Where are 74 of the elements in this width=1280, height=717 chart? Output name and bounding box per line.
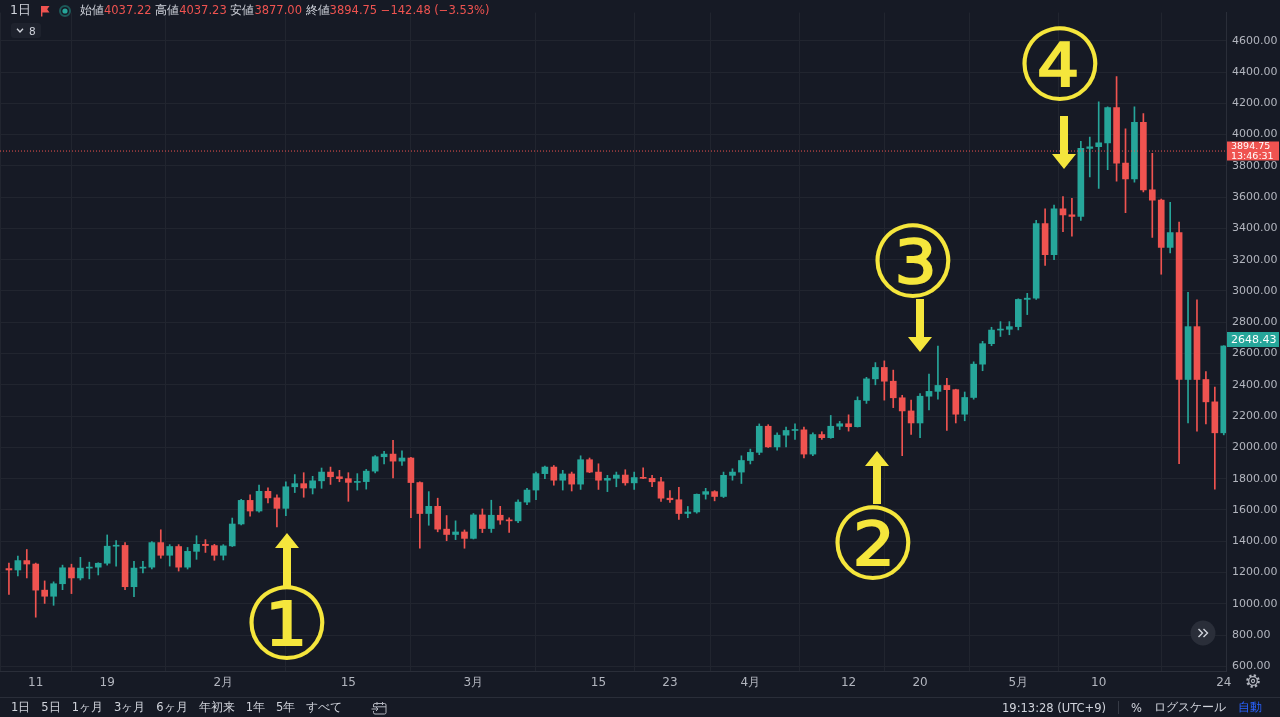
y-tick-label: 2400.00 xyxy=(1232,377,1278,391)
candlestick xyxy=(684,506,692,519)
text: 19:13:28 (UTC+9) xyxy=(1002,700,1107,715)
y-tick-label: 1200.00 xyxy=(1232,565,1278,579)
y-tick-label: 3800.00 xyxy=(1232,158,1278,172)
text: 1日 xyxy=(11,700,31,715)
y-tick-label: 2000.00 xyxy=(1232,440,1278,454)
candlestick xyxy=(791,423,799,440)
y-tick-label: 4400.00 xyxy=(1232,64,1278,78)
y-tick-label: 3200.00 xyxy=(1232,252,1278,266)
x-tick-label: 23 xyxy=(662,675,678,690)
text: 1ヶ月 xyxy=(71,700,103,715)
annotation: ④ xyxy=(1015,7,1105,124)
y-tick-label: 1600.00 xyxy=(1232,502,1278,516)
y-tick-label: 1000.00 xyxy=(1232,596,1278,610)
x-tick-label: 15 xyxy=(590,675,607,690)
candlestick xyxy=(925,373,933,411)
y-tick-label: 1400.00 xyxy=(1232,534,1278,548)
y-tick-label: 2200.00 xyxy=(1232,408,1278,422)
text: 3ヶ月 xyxy=(113,700,146,715)
candlestick xyxy=(496,505,504,525)
text: 6ヶ月 xyxy=(156,700,188,715)
y-tick-label: 3600.00 xyxy=(1232,190,1278,203)
x-tick-label: 12 xyxy=(840,675,857,690)
candlestick xyxy=(934,345,942,400)
x-tick-label: 5月 xyxy=(1008,675,1029,690)
annotation: ① xyxy=(242,566,332,683)
candlestick xyxy=(1068,198,1076,237)
text: 自動 xyxy=(1238,700,1262,715)
text: すべて xyxy=(306,700,343,715)
text: % xyxy=(1131,700,1142,715)
candlestick xyxy=(1023,292,1031,315)
candlestick xyxy=(1086,136,1094,178)
candlestick xyxy=(943,377,951,431)
text: 5年 xyxy=(275,700,296,715)
ref-line-label: 3894.75 13:46:31 xyxy=(1231,140,1274,161)
x-tick-label: 4月 xyxy=(740,675,761,690)
candlestick xyxy=(23,549,31,579)
x-tick-label: 20 xyxy=(912,675,928,690)
text: ログスケール xyxy=(1154,700,1226,715)
x-tick-label: 11 xyxy=(28,675,44,690)
y-tick-label: 4200.00 xyxy=(1232,96,1278,110)
y-tick-label: 4600.00 xyxy=(1232,33,1278,47)
y-tick-label: 3400.00 xyxy=(1232,221,1278,235)
text: 始値4037.22 高値4037.23 安値3877.00 終値3894.75 −142.48 (−3.53%) xyxy=(79,3,490,17)
text: 1年 xyxy=(245,700,265,715)
y-tick-label: 2800.00 xyxy=(1232,315,1278,329)
x-tick-label: 15 xyxy=(340,675,357,690)
x-tick-label: 2月 xyxy=(213,675,234,690)
x-tick-label: 10 xyxy=(1091,675,1107,690)
candlestick xyxy=(898,394,906,456)
candlestick xyxy=(425,491,433,526)
candlestick xyxy=(112,540,120,567)
y-tick-label: 800.00 xyxy=(1232,627,1271,641)
text: 年初来 xyxy=(198,700,235,715)
y-tick-label: 600.00 xyxy=(1232,659,1271,673)
annotation: ② xyxy=(828,486,918,603)
candlestick xyxy=(353,473,361,491)
text: 5日 xyxy=(41,700,61,715)
y-tick-label: 2600.00 xyxy=(1232,346,1278,360)
x-tick-label: 19 xyxy=(99,675,115,690)
annotation: ③ xyxy=(868,204,958,321)
y-tick-label: 3000.00 xyxy=(1232,283,1278,297)
y-tick-label: 4000.00 xyxy=(1232,127,1278,141)
candlestick xyxy=(291,474,299,493)
chart-title: 1日 xyxy=(10,2,31,19)
y-tick-label: 1800.00 xyxy=(1232,471,1278,485)
text: 2648.43 xyxy=(1231,332,1277,346)
annotation: 8 xyxy=(29,24,36,37)
candlestick xyxy=(300,472,308,498)
candlestick xyxy=(1095,101,1103,189)
candlestick xyxy=(639,467,647,479)
x-tick-label: 24 xyxy=(1216,675,1232,690)
x-tick-label: 3月 xyxy=(463,675,484,690)
